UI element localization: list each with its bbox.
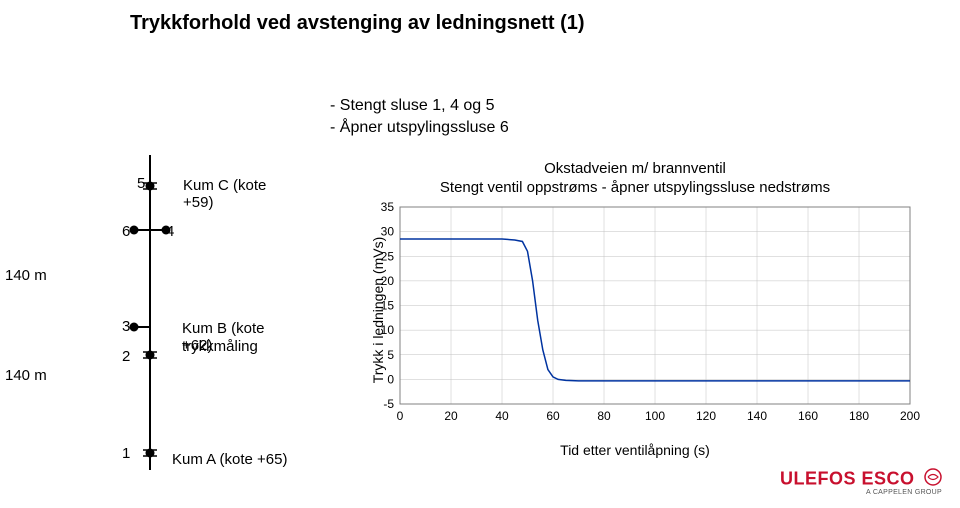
svg-text:15: 15 [381,299,395,313]
svg-text:80: 80 [597,409,611,423]
svg-text:0: 0 [397,409,404,423]
pressure-chart: Okstadveien m/ brannventil Stengt ventil… [350,160,920,460]
logo: ULEFOS ESCO A CAPPELEN GROUP [780,468,942,496]
svg-text:10: 10 [381,323,395,337]
node-4: 4 [166,223,174,240]
chart-title-line2: Stengt ventil oppstrøms - åpner utspylin… [350,179,920,198]
svg-text:160: 160 [798,409,818,423]
svg-text:35: 35 [381,202,395,214]
svg-text:5: 5 [387,348,394,362]
svg-text:200: 200 [900,409,920,423]
chart-title: Okstadveien m/ brannventil Stengt ventil… [350,160,920,198]
svg-text:25: 25 [381,249,395,263]
svg-text:40: 40 [495,409,509,423]
svg-text:140: 140 [747,409,767,423]
logo-main: ULEFOS ESCO [780,468,942,491]
node-6: 6 [122,223,130,240]
svg-text:0: 0 [387,372,394,386]
node-2: 2 [122,348,130,365]
svg-text:120: 120 [696,409,716,423]
svg-text:100: 100 [645,409,665,423]
node-1: 1 [122,445,130,462]
subtitle-line2: - Åpner utspylingssluse 6 [330,117,509,139]
svg-text:20: 20 [444,409,458,423]
distance-label-1: 140 m [5,267,47,284]
svg-text:60: 60 [546,409,560,423]
kum-b-label-2: trykkmåling [182,338,258,355]
svg-text:30: 30 [381,225,395,239]
chart-title-line1: Okstadveien m/ brannventil [350,160,920,179]
node-3: 3 [122,318,130,335]
subtitle: - Stengt sluse 1, 4 og 5 - Åpner utspyli… [330,95,509,138]
pipe-schematic: 140 m 140 m 5 6 4 3 2 1 Kum C (kote +59)… [60,155,290,475]
kum-c-label: Kum C (kote +59) [183,177,290,211]
svg-text:180: 180 [849,409,869,423]
distance-label-2: 140 m [5,367,47,384]
node-5: 5 [137,175,145,192]
chart-svg: 020406080100120140160180200-505101520253… [350,202,920,432]
page-title: Trykkforhold ved avstenging av ledningsn… [130,12,585,35]
svg-text:20: 20 [381,274,395,288]
subtitle-line1: - Stengt sluse 1, 4 og 5 [330,95,509,117]
chart-xlabel: Tid etter ventilåpning (s) [350,442,920,458]
kum-a-label: Kum A (kote +65) [172,451,287,468]
logo-icon [924,468,942,491]
svg-text:-5: -5 [383,397,394,411]
